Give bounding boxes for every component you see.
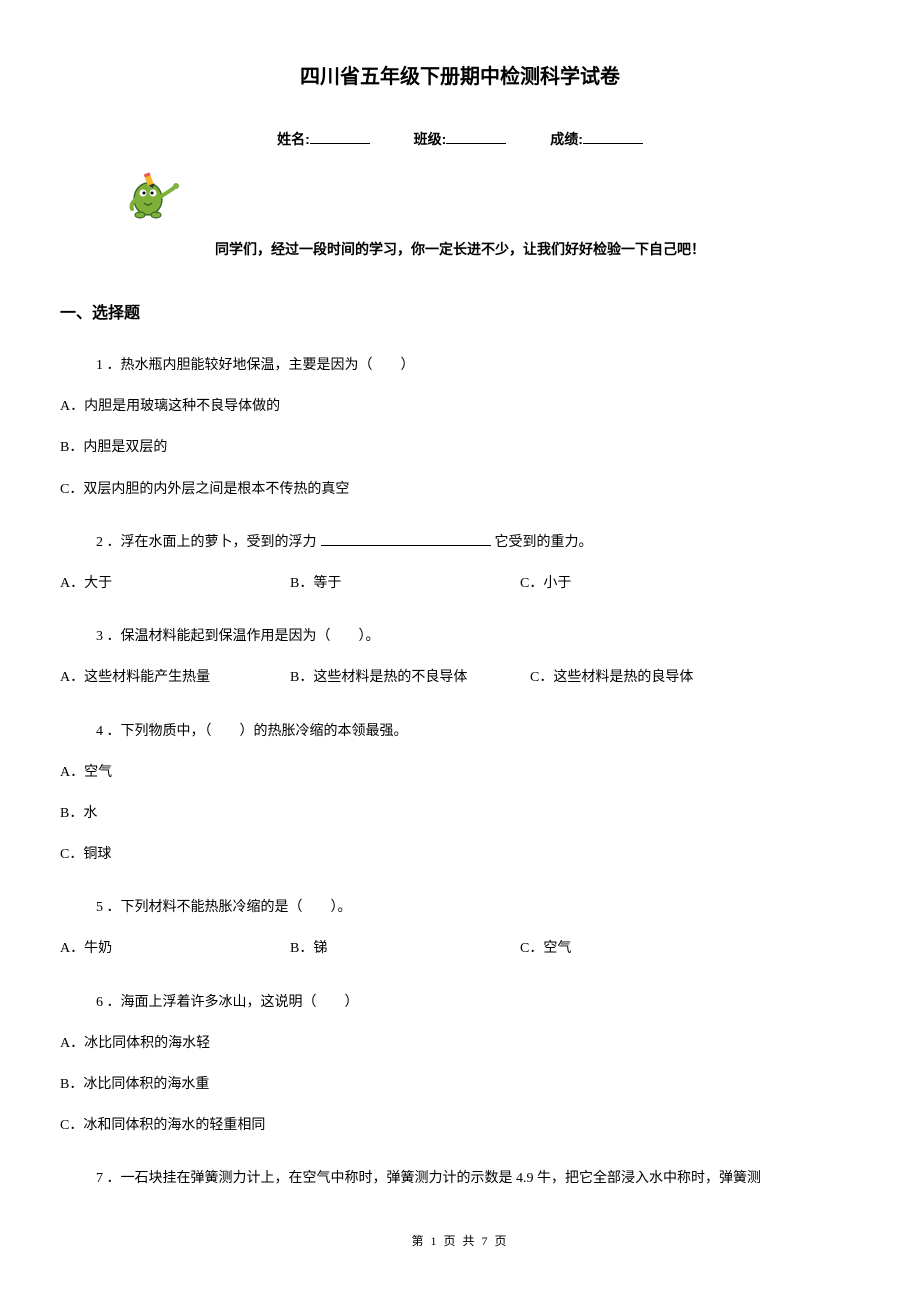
q3-opt-b[interactable]: B．这些材料是热的不良导体 (290, 665, 530, 690)
question-1: 1 ．热水瓶内胆能较好地保温，主要是因为（ ） A．内胆是用玻璃这种不良导体做的… (60, 353, 860, 502)
mascot-icon (120, 169, 190, 219)
section-1-title: 一、选择题 (60, 299, 860, 323)
q6-opt-b[interactable]: B．冰比同体积的海水重 (60, 1072, 860, 1097)
q2-opt-a[interactable]: A．大于 (60, 571, 290, 596)
q5-text: ．下列材料不能热胀冷缩的是（ ）。 (107, 900, 352, 915)
q5-opt-a[interactable]: A．牛奶 (60, 936, 290, 961)
class-label: 班级: (414, 131, 447, 147)
q3-text: ．保温材料能起到保温作用是因为（ ）。 (107, 629, 380, 644)
q2-text-post: 它受到的重力。 (495, 535, 593, 550)
question-6: 6 ．海面上浮着许多冰山，这说明（ ） A．冰比同体积的海水轻 B．冰比同体积的… (60, 990, 860, 1139)
question-3: 3 ．保温材料能起到保温作用是因为（ ）。 A．这些材料能产生热量 B．这些材料… (60, 624, 860, 690)
q6-text: ．海面上浮着许多冰山，这说明（ ） (107, 995, 359, 1010)
q1-text: ．热水瓶内胆能较好地保温，主要是因为（ ） (107, 358, 415, 373)
q3-opt-a[interactable]: A．这些材料能产生热量 (60, 665, 290, 690)
q1-opt-a[interactable]: A．内胆是用玻璃这种不良导体做的 (60, 394, 860, 419)
q6-opt-c[interactable]: C．冰和同体积的海水的轻重相同 (60, 1113, 860, 1138)
q2-num: 2 (96, 535, 103, 550)
q5-opt-b[interactable]: B．锑 (290, 936, 520, 961)
q4-num: 4 (96, 724, 103, 739)
question-4: 4 ．下列物质中，（ ）的热胀冷缩的本领最强。 A．空气 B．水 C．铜球 (60, 719, 860, 868)
q4-opt-c[interactable]: C．铜球 (60, 842, 860, 867)
info-row: 姓名: 班级: 成绩: (60, 129, 860, 149)
encourage-text: 同学们，经过一段时间的学习，你一定长进不少，让我们好好检验一下自己吧！ (60, 239, 860, 259)
q1-opt-c[interactable]: C．双层内胆的内外层之间是根本不传热的真空 (60, 477, 860, 502)
question-7: 7 ．一石块挂在弹簧测力计上，在空气中称时，弹簧测力计的示数是 4.9 牛，把它… (60, 1166, 860, 1191)
class-blank[interactable] (446, 143, 506, 144)
question-5: 5 ．下列材料不能热胀冷缩的是（ ）。 A．牛奶 B．锑 C．空气 (60, 895, 860, 961)
name-blank[interactable] (310, 143, 370, 144)
page-footer: 第 1 页 共 7 页 (60, 1232, 860, 1249)
q1-num: 1 (96, 358, 103, 373)
q2-blank[interactable] (321, 545, 491, 546)
q4-text: ．下列物质中，（ ）的热胀冷缩的本领最强。 (107, 724, 408, 739)
page-title: 四川省五年级下册期中检测科学试卷 (60, 60, 860, 89)
q4-opt-a[interactable]: A．空气 (60, 760, 860, 785)
q7-num: 7 (96, 1171, 103, 1186)
q1-opt-b[interactable]: B．内胆是双层的 (60, 435, 860, 460)
q3-opt-c[interactable]: C．这些材料是热的良导体 (530, 665, 760, 690)
score-blank[interactable] (583, 143, 643, 144)
q2-opt-b[interactable]: B．等于 (290, 571, 520, 596)
q5-num: 5 (96, 900, 103, 915)
question-2: 2 ．浮在水面上的萝卜，受到的浮力 它受到的重力。 A．大于 B．等于 C．小于 (60, 530, 860, 596)
q7-text: ．一石块挂在弹簧测力计上，在空气中称时，弹簧测力计的示数是 4.9 牛，把它全部… (107, 1171, 762, 1186)
score-label: 成绩: (550, 131, 583, 147)
q4-opt-b[interactable]: B．水 (60, 801, 860, 826)
q2-text-pre: ．浮在水面上的萝卜，受到的浮力 (107, 535, 317, 550)
q5-opt-c[interactable]: C．空气 (520, 936, 750, 961)
q6-num: 6 (96, 995, 103, 1010)
q6-opt-a[interactable]: A．冰比同体积的海水轻 (60, 1031, 860, 1056)
q3-num: 3 (96, 629, 103, 644)
name-label: 姓名: (277, 131, 310, 147)
q2-opt-c[interactable]: C．小于 (520, 571, 750, 596)
